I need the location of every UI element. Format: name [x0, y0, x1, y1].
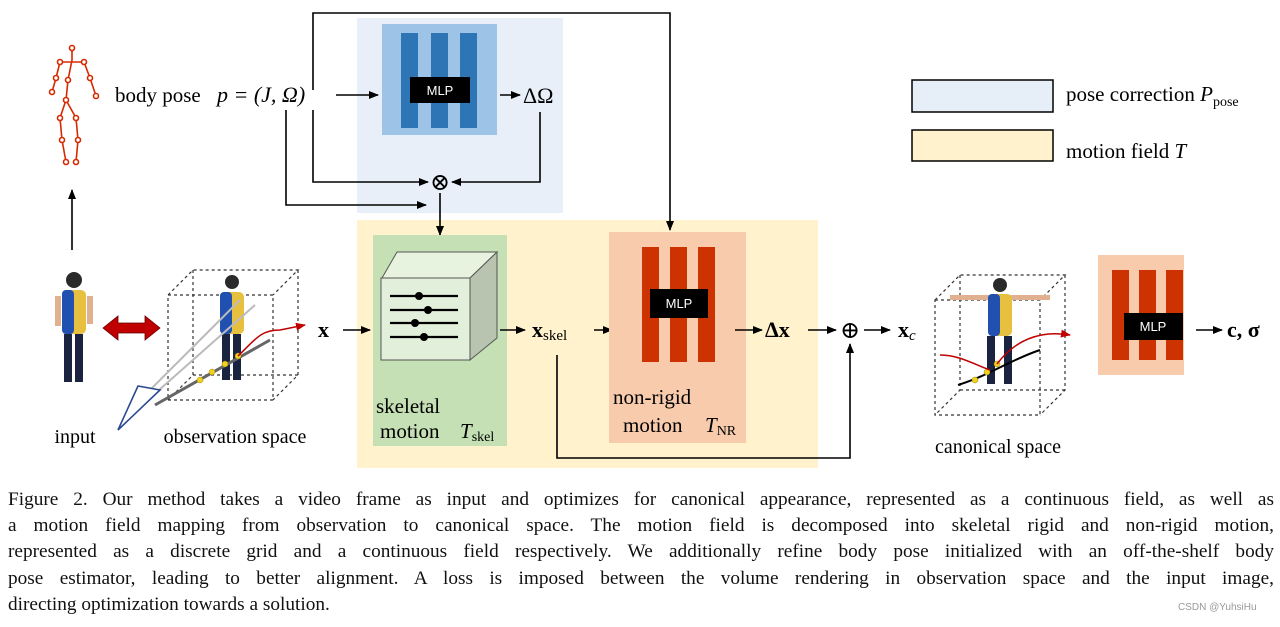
non-rigid-mlp-label-box: [650, 289, 708, 318]
watermark: CSDN @YuhsiHu: [1178, 602, 1257, 613]
output-color-density: c, σ: [1227, 317, 1260, 342]
camera-rays: [144, 299, 271, 407]
otimes-operator: ⊗: [430, 170, 450, 196]
non-rigid-mlp-label: MLP: [666, 296, 693, 311]
canonical-space-label: canonical space: [935, 436, 1061, 458]
canonical-space-cube: [934, 274, 1067, 416]
caption-line: a motion field mapping from observation …: [8, 515, 1274, 537]
delta-x: Δx: [765, 317, 790, 342]
body-pose-label: body pose: [115, 83, 201, 107]
legend-pose-label: pose correction Ppose: [1066, 82, 1239, 110]
caption-line: Figure 2. Our method takes a video frame…: [8, 489, 1274, 510]
caption-line: directing optimization towards a solutio…: [8, 593, 330, 615]
legend-swatch-pose: [911, 79, 1054, 113]
pose-mlp-label-box: [410, 77, 470, 103]
x-skel: xskel: [532, 317, 567, 344]
canonical-person: [950, 278, 1050, 384]
skeletal-label-line2: motion: [380, 419, 440, 443]
legend-swatch-motion: [911, 129, 1054, 162]
non-rigid-label-line2: motion: [623, 413, 683, 437]
x-point: x: [318, 317, 329, 342]
caption-line: represented as a discrete grid and a con…: [8, 541, 1274, 563]
legend-motion-label: motion field T: [1066, 139, 1188, 163]
skeleton-pose-icon: [48, 44, 100, 166]
input-label: input: [54, 426, 96, 448]
non-rigid-label-line1: non-rigid: [613, 385, 692, 409]
caption-line: pose estimator, leading to better alignm…: [8, 567, 1274, 589]
T-skel: Tskel: [460, 419, 494, 445]
body-pose-formula: p = (J, Ω): [215, 82, 305, 107]
skeletal-label-line1: skeletal: [376, 394, 440, 418]
delta-omega: ΔΩ: [523, 83, 554, 108]
camera-icon: [117, 385, 162, 431]
double-arrow-icon: [102, 315, 161, 341]
pose-mlp-label: MLP: [427, 83, 454, 98]
observation-space-cube: [167, 269, 300, 401]
oplus-operator: ⊕: [840, 318, 860, 344]
input-person-image: [55, 272, 93, 382]
canonical-mlp-label-box: [1124, 313, 1183, 340]
x-c: xc: [898, 317, 916, 344]
skeletal-grid-cube-icon: [380, 250, 499, 362]
canonical-mlp-label: MLP: [1140, 319, 1167, 334]
figure-caption: Figure 2. Our method takes a video frame…: [8, 487, 1274, 618]
T-NR: TNR: [705, 413, 737, 439]
method-diagram: MLP body pose p = (J, Ω) ΔΩ ⊗ pose corre…: [48, 12, 1260, 468]
observation-space-label: observation space: [164, 426, 307, 448]
